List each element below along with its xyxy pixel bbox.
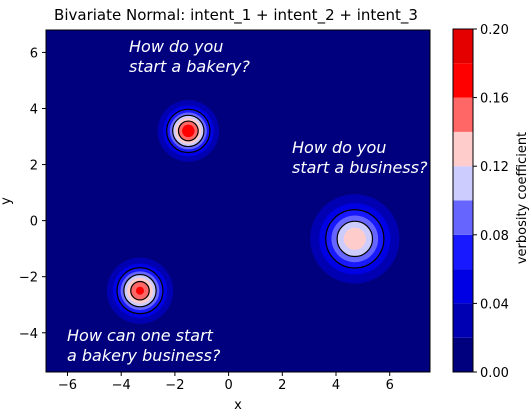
colorbar-segment: [453, 235, 473, 269]
y-tick-label: 2: [30, 159, 38, 174]
x-tick-label: 2: [278, 378, 286, 393]
density-intent_2: [310, 194, 399, 283]
y-tick-label: −2: [19, 271, 38, 286]
colorbar-segment: [453, 338, 473, 372]
x-tick-label: −4: [112, 378, 131, 393]
chart-title: Bivariate Normal: intent_1 + intent_2 + …: [54, 6, 418, 25]
annotation-line: How do you: [292, 138, 386, 157]
y-tick-label: 6: [30, 46, 38, 61]
x-axis: −6 −4 −2 0 2 4 6: [58, 372, 394, 393]
plot-area: How do you start a bakery?How do you start…: [46, 30, 430, 372]
density-intent_1: [158, 100, 220, 162]
colorbar-segment: [453, 63, 473, 97]
annotation-line: How do you: [129, 37, 223, 56]
annotation-intent_3: How can one start a bakery business?: [67, 326, 221, 365]
density-band-1-8: [182, 125, 195, 138]
y-tick-label: 0: [30, 215, 38, 230]
colorbar-tick-label: 0.00: [480, 366, 509, 381]
x-tick-label: −6: [58, 378, 77, 393]
colorbar-tick-label: 0.04: [480, 297, 509, 312]
x-tick-label: 6: [386, 378, 394, 393]
density-band-3-8: [136, 287, 144, 295]
density-band-2-6: [344, 228, 366, 250]
colorbar-tick-label: 0.12: [480, 160, 509, 175]
annotation-line: a bakery business?: [67, 346, 221, 365]
colorbar-segment: [453, 303, 473, 337]
y-tick-label: −4: [19, 327, 38, 342]
x-tick-label: −2: [165, 378, 184, 393]
colorbar-segment: [453, 29, 473, 63]
annotation-line: start a bakery?: [129, 57, 250, 76]
x-axis-label: x: [234, 398, 242, 413]
colorbar-segment: [453, 98, 473, 132]
colorbar: 0.00 0.04 0.08 0.12 0.16 0.20: [453, 23, 509, 381]
x-tick-label: 0: [224, 378, 232, 393]
colorbar-tick-label: 0.20: [480, 23, 509, 38]
annotation-line: How can one start: [67, 326, 214, 345]
y-axis-label: y: [0, 197, 14, 205]
annotation-line: start a business?: [292, 158, 428, 177]
x-tick-label: 4: [332, 378, 340, 393]
y-axis: −4 −2 0 2 4 6: [19, 46, 46, 341]
y-tick-label: 4: [30, 102, 38, 117]
colorbar-segment: [453, 166, 473, 200]
colorbar-segment: [453, 269, 473, 303]
colorbar-segment: [453, 201, 473, 235]
colorbar-tick-label: 0.16: [480, 92, 509, 107]
colorbar-tick-label: 0.08: [480, 229, 509, 244]
density-intent_3: [107, 258, 173, 324]
colorbar-segment: [453, 132, 473, 166]
colorbar-label: verbosity coefficient: [515, 132, 530, 264]
